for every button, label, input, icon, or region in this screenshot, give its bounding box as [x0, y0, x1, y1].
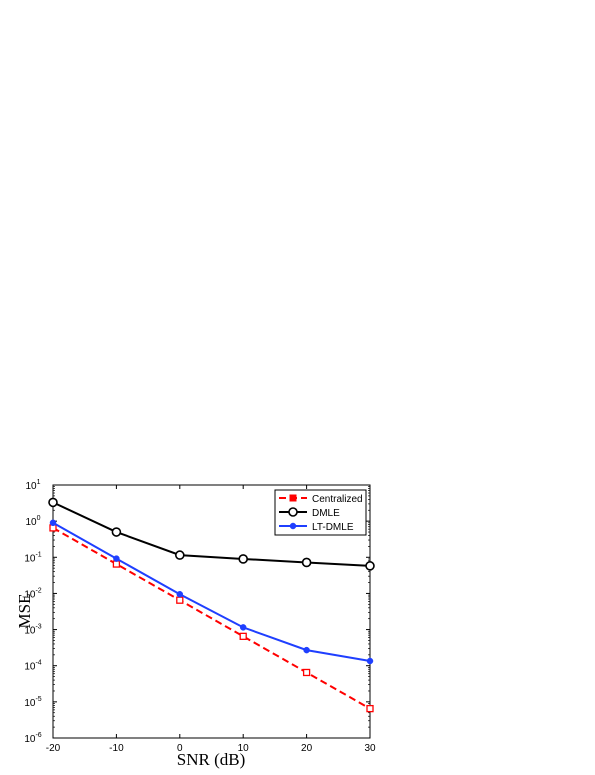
data-point-dmle — [48, 497, 58, 508]
data-point-centralized — [112, 560, 121, 568]
series-line-lt-dmle — [52, 521, 371, 662]
y-tick-exponent: -5 — [35, 696, 41, 703]
legend-swatch-marker — [288, 507, 298, 517]
data-point-lt-dmle — [239, 624, 247, 631]
x-tick-label: 10 — [238, 743, 250, 754]
legend-label: DMLE — [312, 508, 340, 519]
data-point-centralized — [302, 668, 311, 677]
data-point-dmle — [175, 550, 185, 560]
legend-items: Centralized DMLE LT-DMLE — [279, 494, 363, 533]
legend-swatch-marker — [289, 494, 297, 502]
y-tick-base: 10 — [24, 698, 36, 709]
x-tick-label: 30 — [364, 743, 376, 754]
data-point-lt-dmle — [303, 646, 310, 654]
x-tick-label: -10 — [109, 743, 124, 754]
legend-label: LT-DMLE — [312, 522, 354, 533]
y-tick-label: 100 — [25, 515, 40, 528]
y-tick-exponent: 1 — [37, 479, 41, 486]
legend: Centralized DMLE LT-DMLE — [274, 489, 367, 536]
y-tick-label: 10-1 — [24, 551, 41, 564]
y-tick-label: 10-5 — [24, 696, 41, 709]
y-tick-exponent: 0 — [37, 515, 41, 522]
y-tick-base: 10 — [25, 481, 37, 492]
y-tick-exponent: -1 — [35, 551, 41, 558]
y-tick-base: 10 — [24, 589, 36, 600]
y-tick-base: 10 — [24, 553, 36, 564]
data-point-centralized — [366, 704, 374, 713]
y-tick-exponent: -6 — [35, 732, 41, 739]
y-tick-base: 10 — [24, 662, 36, 673]
y-tick-exponent: -4 — [35, 660, 41, 667]
y-tick-label: 10-2 — [24, 587, 41, 600]
x-tick-label: 20 — [301, 743, 313, 754]
y-tick-label: 10-3 — [24, 624, 41, 637]
data-point-dmle — [238, 554, 248, 564]
data-point-lt-dmle — [366, 657, 374, 665]
legend-label: Centralized — [312, 494, 363, 505]
x-axis-title: SNR (dB) — [177, 750, 245, 769]
y-tick-exponent: -2 — [35, 587, 41, 594]
data-point-dmle — [111, 527, 122, 537]
data-point-lt-dmle — [49, 519, 57, 527]
series-line-centralized — [52, 527, 371, 710]
series-line-dmle — [52, 501, 371, 567]
y-tick-label: 10-6 — [24, 732, 41, 745]
ticks-layer: -20 -10 0 10 20 3010-610-510-410-310-210-1100… — [24, 479, 376, 754]
series-layer — [48, 497, 375, 713]
data-point-dmle — [301, 557, 312, 568]
y-tick-base: 10 — [25, 517, 37, 528]
x-tick-label: 0 — [177, 743, 183, 754]
legend-swatch-marker — [289, 522, 297, 530]
y-tick-label: 101 — [25, 479, 40, 492]
data-point-lt-dmle — [113, 555, 120, 562]
data-point-centralized — [239, 632, 247, 640]
data-point-lt-dmle — [176, 590, 184, 598]
y-axis-title: MSE — [15, 594, 34, 629]
y-tick-base: 10 — [24, 626, 36, 637]
y-tick-exponent: -3 — [35, 624, 41, 631]
data-point-centralized — [176, 596, 184, 604]
data-point-dmle — [365, 561, 375, 571]
x-tick-label: -20 — [46, 743, 61, 754]
y-tick-base: 10 — [24, 734, 36, 745]
y-tick-label: 10-4 — [24, 660, 41, 673]
